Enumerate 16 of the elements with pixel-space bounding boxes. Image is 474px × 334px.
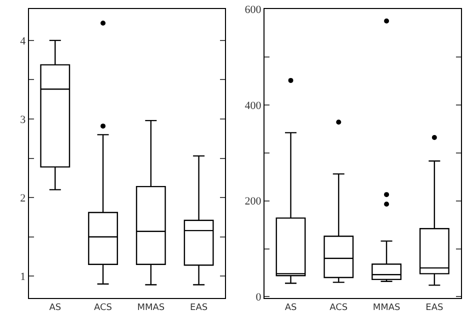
y-tick-label: 400	[244, 100, 262, 112]
x-tick-label: MMAS	[372, 302, 401, 313]
y-tick-label: 200	[244, 196, 262, 208]
x-tick-label: ACS	[330, 302, 348, 313]
y-tick-label: 4	[20, 35, 26, 48]
x-tick-label: EAS	[426, 302, 444, 313]
x-tick-label: EAS	[190, 302, 208, 313]
x-tick-label: ACS	[94, 302, 112, 313]
y-tick-label: 0	[256, 292, 262, 304]
y-tick-label: 1	[20, 270, 26, 283]
x-tick-label: AS	[49, 302, 62, 313]
x-tick-label: AS	[284, 302, 297, 313]
y-tick-label: 2	[20, 192, 26, 204]
y-tick-label: 600	[244, 4, 262, 16]
x-tick-label: MMAS	[137, 302, 165, 313]
y-tick-label: 3	[20, 114, 26, 126]
